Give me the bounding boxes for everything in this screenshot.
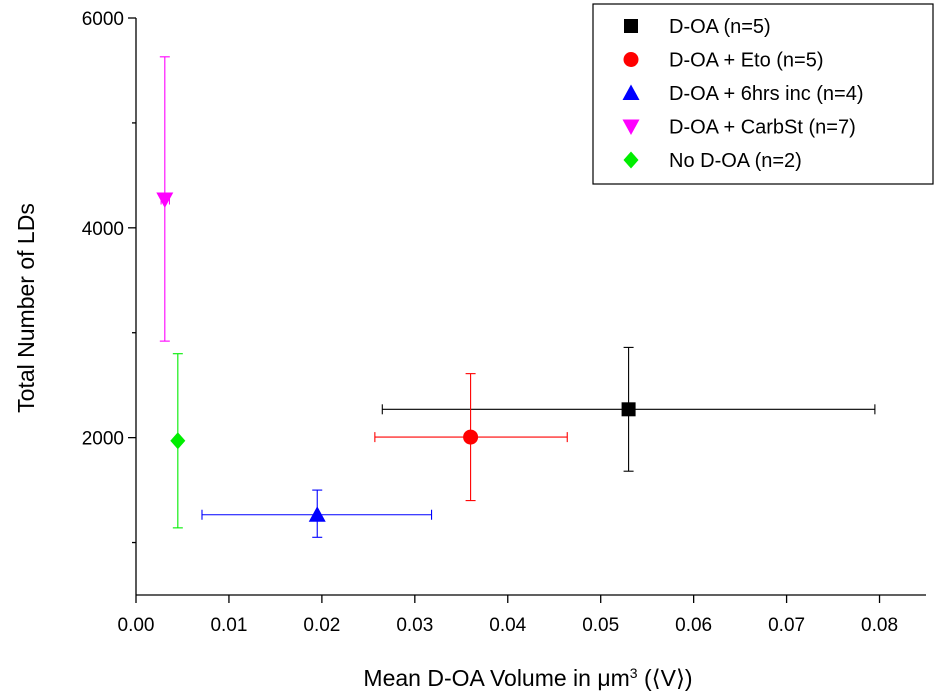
- plot-frame: [135, 18, 926, 596]
- y-tick-label: 2000: [82, 429, 124, 450]
- data-point: [463, 429, 479, 445]
- x-tick-label: 0.02: [303, 615, 340, 636]
- data-point: [621, 402, 636, 417]
- legend-marker: [624, 19, 638, 33]
- legend-label: No D-OA (n=2): [669, 150, 802, 172]
- series-triangle-down: [156, 56, 174, 342]
- x-tick-label: 0.01: [210, 615, 247, 636]
- y-axis-title: Total Number of LDs: [13, 203, 39, 413]
- legend-box: [592, 3, 934, 185]
- legend-label: D-OA + CarbSt (n=7): [669, 117, 856, 139]
- series-square: [381, 346, 876, 472]
- data-point: [308, 506, 326, 522]
- legend-label: D-OA + Eto (n=5): [669, 50, 824, 72]
- series-circle: [374, 373, 568, 502]
- legend-label: D-OA (n=5): [669, 16, 771, 38]
- series-layer: [156, 56, 876, 538]
- legend-marker: [622, 84, 640, 100]
- data-point: [156, 192, 174, 208]
- x-axis-title: Mean D-OA Volume in μm3 (⟨V⟩): [363, 665, 692, 691]
- legend-marker: [622, 119, 640, 135]
- y-axis: 2000 4000 6000: [82, 9, 136, 544]
- x-tick-label: 0.06: [675, 615, 712, 636]
- legend-marker: [623, 52, 639, 67]
- x-tick-label: 0.08: [861, 615, 898, 636]
- series-triangle-up: [201, 489, 433, 538]
- series-diamond: [170, 353, 186, 529]
- x-tick-label: 0.03: [396, 615, 433, 636]
- x-tick-label: 0.00: [118, 615, 155, 636]
- x-tick-label: 0.04: [489, 615, 526, 636]
- legend-marker: [623, 151, 639, 169]
- x-axis: 0.00 0.01 0.02 0.03 0.04 0.05 0.06 0.07 0.08: [118, 595, 898, 636]
- x-tick-label: 0.07: [768, 615, 805, 636]
- x-tick-label: 0.05: [582, 615, 619, 636]
- y-tick-label: 4000: [82, 219, 124, 240]
- y-tick-label: 6000: [82, 9, 124, 30]
- legend: D-OA (n=5) D-OA + Eto (n=5) D-OA + 6hrs in…: [592, 3, 934, 185]
- data-point: [170, 432, 186, 450]
- legend-label: D-OA + 6hrs inc (n=4): [669, 83, 864, 105]
